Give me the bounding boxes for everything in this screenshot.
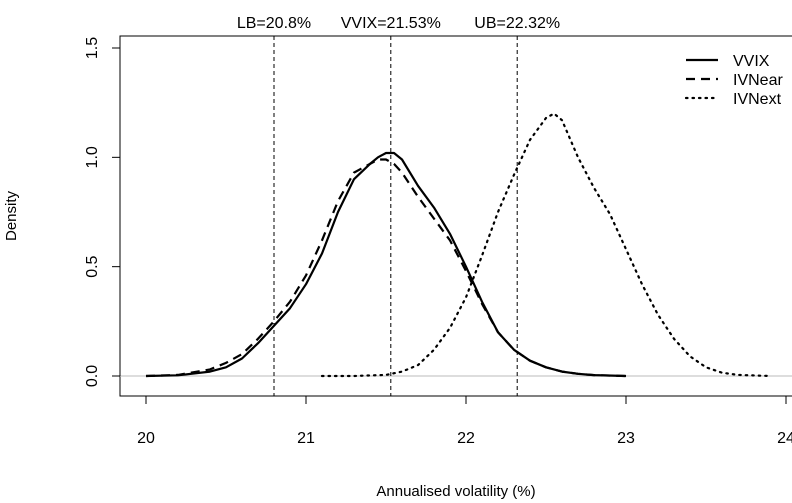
x-tick-label: 21 bbox=[297, 430, 315, 447]
series-line-vvix bbox=[145, 151, 627, 378]
x-tick-label: 22 bbox=[457, 430, 475, 447]
x-axis-title: Annualised volatility (%) bbox=[376, 483, 535, 500]
legend-label-vvix: VVIX bbox=[733, 53, 770, 70]
series-line-ivnext bbox=[320, 112, 772, 378]
plot-frame bbox=[119, 35, 792, 397]
legend-label-ivnext: IVNext bbox=[733, 91, 782, 108]
y-axis: 0.0 0.5 1.0 1.5 bbox=[84, 37, 121, 387]
y-tick-label: 0.0 bbox=[84, 365, 101, 387]
reference-lines: LB=20.8% VVIX=21.53% UB=22.32% bbox=[237, 15, 560, 396]
legend-label-ivnear: IVNear bbox=[733, 72, 783, 89]
reference-line-label: LB=20.8% bbox=[237, 15, 311, 32]
reference-line-label: VVIX=21.53% bbox=[341, 15, 441, 32]
y-axis-title: Density bbox=[3, 190, 20, 241]
x-tick-label: 23 bbox=[617, 430, 635, 447]
series-lines bbox=[145, 112, 772, 378]
y-tick-label: 1.0 bbox=[84, 146, 101, 168]
reference-line-label: UB=22.32% bbox=[474, 15, 560, 32]
series-line-ivnear bbox=[145, 158, 627, 378]
legend: VVIX IVNear IVNext bbox=[684, 53, 783, 108]
y-tick-label: 0.5 bbox=[84, 255, 101, 277]
x-axis: 20 21 22 23 24 bbox=[137, 395, 792, 447]
y-tick-label: 1.5 bbox=[84, 37, 101, 59]
x-tick-label: 24 bbox=[777, 430, 792, 447]
x-tick-label: 20 bbox=[137, 430, 155, 447]
